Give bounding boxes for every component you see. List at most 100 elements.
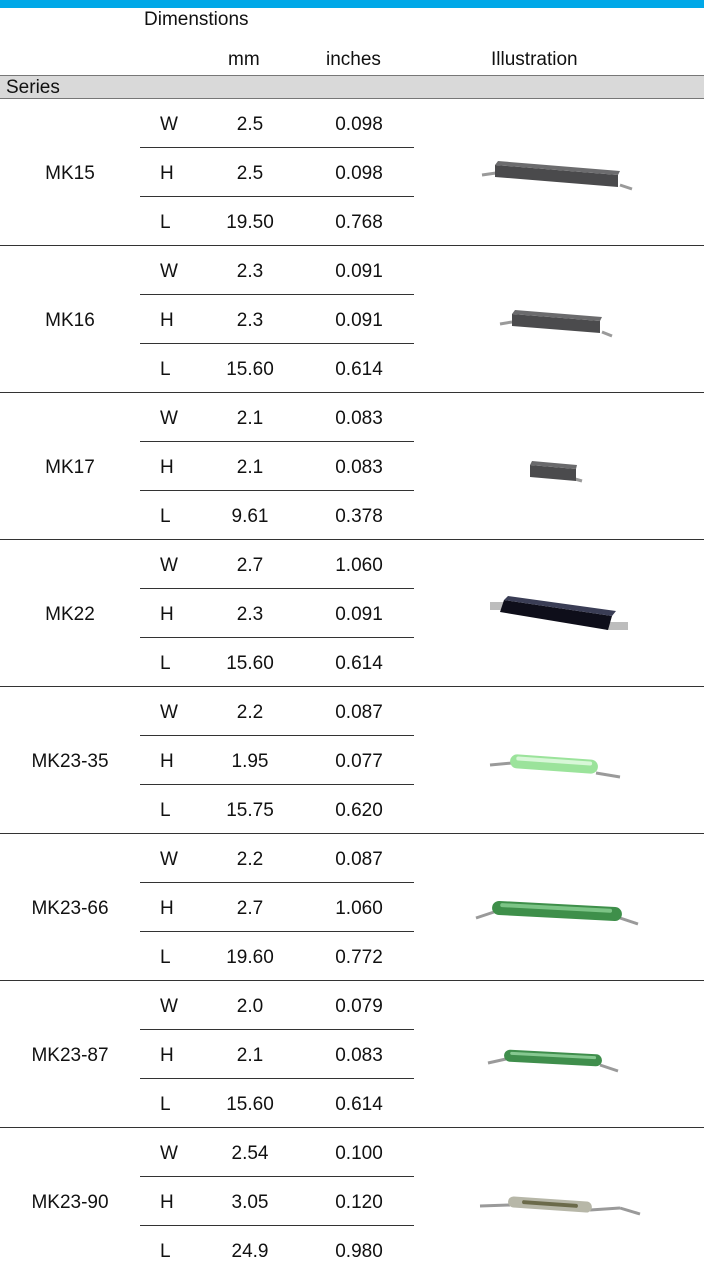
black-reed-switch-with-tabs-image [470, 560, 650, 670]
series-name: MK17 [45, 457, 95, 478]
dimension-row: H 2.1 0.083 [140, 442, 414, 491]
inches-value: 0.083 [335, 457, 383, 478]
inches-value: 0.620 [335, 800, 383, 821]
dimension-label: L [160, 947, 171, 968]
dark-gray-reed-switch-long-image [470, 119, 650, 229]
series-group: MK15 W 2.5 0.098 H 2.5 0.098 L 19.50 0.768 [0, 99, 704, 246]
row-divider [140, 735, 414, 736]
inches-value: 0.120 [335, 1192, 383, 1213]
dark-gray-reed-switch-short-image [470, 413, 650, 523]
illustration-column-header: Illustration [491, 49, 578, 70]
dimension-label: W [160, 555, 178, 576]
mm-value: 15.75 [226, 800, 274, 821]
dimension-row: W 2.5 0.098 [140, 99, 414, 148]
row-divider [140, 147, 414, 148]
inches-value: 0.083 [335, 408, 383, 429]
dimension-label: W [160, 702, 178, 723]
inches-value: 1.060 [335, 898, 383, 919]
mm-value: 2.2 [236, 849, 264, 870]
inches-value: 0.768 [335, 212, 383, 233]
dimension-label: H [160, 1192, 174, 1213]
dimension-label: L [160, 506, 171, 527]
row-divider [140, 1176, 414, 1177]
dimension-row: W 2.1 0.083 [140, 393, 414, 442]
inches-value: 0.091 [335, 261, 383, 282]
inches-value: 0.100 [335, 1143, 383, 1164]
series-name: MK23-90 [31, 1192, 109, 1213]
inches-value: 0.614 [335, 1094, 383, 1115]
series-name: MK23-35 [31, 751, 109, 772]
series-group: MK23-35 W 2.2 0.087 H 1.95 0.077 L 15.75 0.620 [0, 687, 704, 834]
mm-value: 2.54 [231, 1143, 269, 1164]
dimension-row: W 2.54 0.100 [140, 1128, 414, 1177]
dimension-label: H [160, 751, 174, 772]
dimension-label: W [160, 408, 178, 429]
group-divider [0, 539, 704, 540]
series-header-bar [0, 75, 704, 99]
group-divider [0, 392, 704, 393]
row-divider [140, 1029, 414, 1030]
dimensions-header: Dimenstions [144, 9, 249, 30]
green-glass-reed-switch-image [470, 1001, 650, 1111]
dimension-label: L [160, 1094, 171, 1115]
inches-value: 0.772 [335, 947, 383, 968]
inches-value: 0.980 [335, 1241, 383, 1262]
dimension-row: H 3.05 0.120 [140, 1177, 414, 1226]
inches-value: 0.087 [335, 702, 383, 723]
inches-value: 0.083 [335, 1045, 383, 1066]
inches-value: 0.087 [335, 849, 383, 870]
dimension-row: H 2.7 1.060 [140, 883, 414, 932]
row-divider [140, 882, 414, 883]
dimension-label: W [160, 1143, 178, 1164]
dark-gray-reed-switch-medium-image [470, 266, 650, 376]
mm-value: 2.3 [236, 604, 264, 625]
dimension-row: H 2.1 0.083 [140, 1030, 414, 1079]
dimension-row: W 2.2 0.087 [140, 834, 414, 883]
mm-value: 19.50 [226, 212, 274, 233]
series-name: MK16 [45, 310, 95, 331]
mm-value: 2.0 [236, 996, 264, 1017]
mm-column-header: mm [228, 49, 260, 70]
mm-value: 2.1 [236, 457, 264, 478]
dimension-label: W [160, 114, 178, 135]
mm-value: 19.60 [226, 947, 274, 968]
mm-value: 2.2 [236, 702, 264, 723]
inches-value: 0.614 [335, 359, 383, 380]
row-divider [140, 294, 414, 295]
mm-value: 2.5 [236, 163, 264, 184]
dimension-row: W 2.3 0.091 [140, 246, 414, 295]
clear-glass-reed-switch-image [470, 1148, 650, 1258]
row-divider [140, 637, 414, 638]
row-divider [140, 588, 414, 589]
group-divider [0, 980, 704, 981]
dimension-label: W [160, 849, 178, 870]
series-name: MK23-66 [31, 898, 109, 919]
dimension-row: H 2.5 0.098 [140, 148, 414, 197]
dimension-row: L 15.60 0.614 [140, 638, 414, 687]
green-glass-reed-switch-long-image [470, 854, 650, 964]
dimension-label: H [160, 898, 174, 919]
dimension-label: W [160, 261, 178, 282]
inches-value: 0.091 [335, 604, 383, 625]
mm-value: 2.1 [236, 408, 264, 429]
series-name: MK15 [45, 163, 95, 184]
row-divider [140, 441, 414, 442]
series-name: MK22 [45, 604, 95, 625]
dimension-row: L 15.75 0.620 [140, 785, 414, 834]
mm-value: 15.60 [226, 653, 274, 674]
inches-value: 1.060 [335, 555, 383, 576]
inches-value: 0.614 [335, 653, 383, 674]
dimension-row: H 2.3 0.091 [140, 295, 414, 344]
mm-value: 2.7 [236, 898, 264, 919]
group-divider [0, 245, 704, 246]
top-accent-bar [0, 0, 704, 8]
mm-value: 9.61 [231, 506, 269, 527]
group-divider [0, 686, 704, 687]
row-divider [140, 1078, 414, 1079]
inches-value: 0.091 [335, 310, 383, 331]
series-group: MK17 W 2.1 0.083 H 2.1 0.083 L 9.61 0.378 [0, 393, 704, 540]
dimension-row: H 2.3 0.091 [140, 589, 414, 638]
dimension-label: H [160, 457, 174, 478]
series-header-label: Series [6, 77, 60, 98]
dimension-label: L [160, 800, 171, 821]
